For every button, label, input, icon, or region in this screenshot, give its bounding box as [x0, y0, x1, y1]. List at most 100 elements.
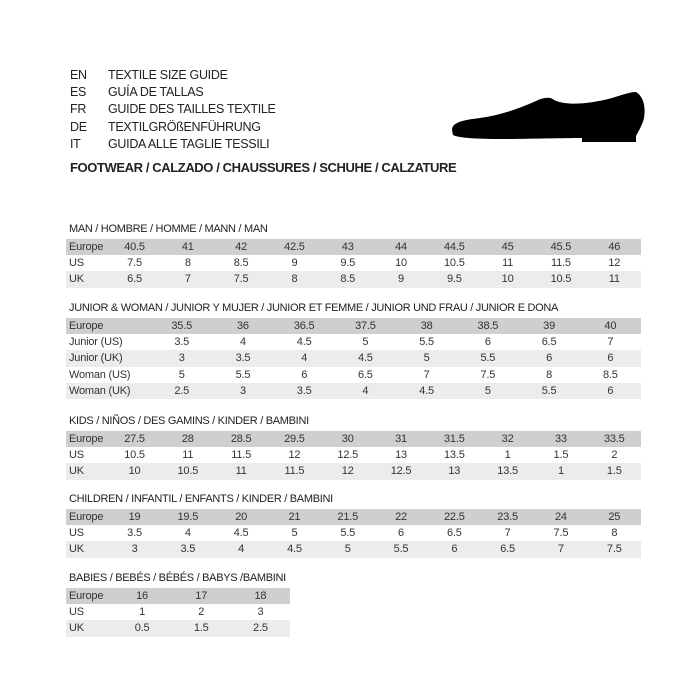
language-title-row: ES GUÍA DE TALLAS: [70, 84, 276, 101]
size-cell: 4: [301, 352, 308, 365]
size-cell: 24: [554, 511, 567, 524]
footwear-subtitle: FOOTWEAR / CALZADO / CHAUSSURES / SCHUHE…: [70, 160, 457, 175]
size-cell: 5.5: [419, 336, 434, 349]
language-title: GUIDE DES TAILLES TEXTILE: [108, 102, 276, 117]
size-cell: 10.5: [177, 465, 199, 478]
size-cell: 11.5: [551, 257, 571, 270]
language-title-list: EN TEXTILE SIZE GUIDE ES GUÍA DE TALLAS FR GU…: [70, 67, 276, 153]
size-cell: 45.5: [550, 241, 572, 254]
size-cell: 23.5: [497, 511, 518, 524]
size-cell: 27.5: [124, 433, 145, 446]
size-cell: 3.5: [296, 384, 312, 397]
size-cell: 10: [501, 273, 514, 286]
size-cell: 19: [128, 511, 141, 524]
language-code: DE: [70, 119, 87, 134]
row-label: Woman (UK): [69, 384, 131, 397]
size-cell: 36.5: [293, 320, 315, 333]
table-row: UK 6.5 7 7.5 8 8.5 9 9.5 10 10.5 11: [66, 271, 641, 288]
size-cell: 7.5: [553, 527, 569, 540]
size-cell: 38: [420, 320, 433, 333]
row-label: Europe: [69, 320, 104, 333]
size-cell: 7: [184, 273, 191, 286]
size-cell: 30: [341, 433, 354, 446]
size-section: CHILDREN / INFANTIL / ENFANTS / KINDER /…: [66, 491, 641, 558]
size-cell: 28.5: [230, 433, 252, 446]
size-table: Europe 19 19.5 20 21 21.5 22 22.5 23.5 24 25 US 3.5 4…: [66, 509, 641, 558]
table-row: Europe 40.5 41 42 42.5 43 44 44.5 45 45.5 46: [66, 239, 641, 256]
row-label: UK: [69, 622, 84, 635]
size-cell: 5.5: [480, 352, 496, 365]
size-cell: 3: [178, 352, 185, 365]
language-title-row: FR GUIDE DES TAILLES TEXTILE: [70, 101, 276, 118]
row-label: Woman (US): [69, 368, 131, 381]
size-cell: 20: [235, 511, 248, 524]
size-section: MAN / HOMBRE / HOMME / MANN / MAN Europe 4…: [66, 221, 641, 288]
shoe-icon: [452, 92, 645, 142]
size-cell: 5.5: [340, 527, 356, 540]
row-label: Junior (US): [69, 336, 123, 349]
size-cell: 11.5: [284, 465, 305, 478]
size-cell: 8.5: [340, 273, 356, 286]
size-cell: 5.5: [541, 384, 557, 397]
row-label: Europe: [69, 590, 104, 603]
size-cell: 7.5: [606, 543, 622, 556]
table-row: Woman (US) 5 5.5 6 6.5 7 7.5 8 8.5: [66, 366, 641, 383]
size-cell: 25: [608, 511, 621, 524]
size-cell: 6: [451, 543, 458, 556]
language-title: GUÍA DE TALLAS: [108, 85, 204, 100]
size-cell: 8: [611, 527, 618, 540]
size-cell: 28: [181, 433, 194, 446]
size-cell: 8: [546, 368, 553, 381]
size-cell: 3.5: [174, 336, 190, 349]
section-title: KIDS / NIÑOS / DES GAMINS / KINDER / BAM…: [69, 415, 309, 427]
size-cell: 11: [182, 449, 194, 462]
size-cell: 4: [184, 527, 191, 540]
size-cell: 8.5: [233, 257, 249, 270]
size-section: KIDS / NIÑOS / DES GAMINS / KINDER / BAM…: [66, 413, 641, 480]
size-cell: 29.5: [284, 433, 305, 446]
size-cell: 22.5: [444, 511, 465, 524]
size-cell: 4: [362, 384, 369, 397]
size-cell: 9: [291, 257, 298, 270]
size-cell: 11: [235, 465, 247, 478]
size-cell: 31: [395, 433, 407, 446]
size-cell: 12: [341, 465, 354, 478]
size-cell: 42.5: [284, 241, 305, 254]
table-row: Europe 27.5 28 28.5 29.5 30 31 31.5 32 33 33.5: [66, 431, 641, 448]
size-cell: 6.5: [127, 273, 142, 286]
size-cell: 7: [423, 368, 430, 381]
size-cell: 31.5: [444, 433, 465, 446]
table-row: UK 0.5 1.5 2.5: [66, 620, 290, 637]
size-cell: 13.5: [444, 449, 465, 462]
size-cell: 7.5: [127, 257, 142, 270]
size-cell: 7: [504, 527, 511, 540]
size-cell: 5: [423, 352, 430, 365]
row-label: Europe: [69, 433, 104, 446]
language-code: ES: [70, 85, 87, 100]
size-cell: 13.5: [497, 465, 518, 478]
size-cell: 1.5: [606, 465, 622, 478]
size-section: BABIES / BEBÉS / BÉBÉS / BABYS /BAMBINI E…: [66, 570, 290, 637]
size-cell: 37.5: [355, 320, 376, 333]
size-cell: 2: [198, 606, 205, 619]
size-cell: 12.5: [390, 465, 412, 478]
size-cell: 6: [607, 384, 614, 397]
table-row: Europe 35.5 36 36.5 37.5 38 38.5 39 40: [66, 318, 641, 335]
size-cell: 10: [395, 257, 407, 270]
row-label: US: [69, 449, 84, 462]
size-cell: 12: [608, 257, 621, 270]
table-row: UK 3 3.5 4 4.5 5 5.5 6 6.5 7 7.5: [66, 541, 641, 558]
size-cell: 1: [557, 465, 564, 478]
language-title-row: EN TEXTILE SIZE GUIDE: [70, 67, 276, 84]
size-cell: 21.5: [337, 511, 359, 524]
size-cell: 1.5: [193, 622, 209, 635]
size-cell: 4.5: [296, 336, 312, 349]
size-cell: 2: [611, 449, 618, 462]
size-cell: 6: [607, 352, 614, 365]
size-cell: 9.5: [340, 257, 356, 270]
size-cell: 3: [257, 606, 264, 619]
table-row: Europe 19 19.5 20 21 21.5 22 22.5 23.5 24 25: [66, 509, 641, 526]
size-cell: 6: [546, 352, 553, 365]
size-cell: 32: [501, 433, 514, 446]
size-cell: 6.5: [541, 336, 557, 349]
